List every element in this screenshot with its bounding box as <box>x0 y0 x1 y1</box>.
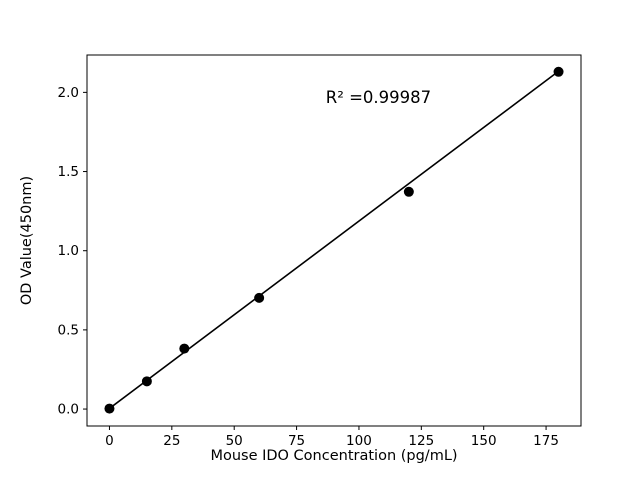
y-tick-label: 1.5 <box>58 164 79 180</box>
x-tick-label: 175 <box>533 433 559 449</box>
x-tick-label: 75 <box>288 433 305 449</box>
x-tick-label: 0 <box>105 433 114 449</box>
x-axis-label: Mouse IDO Concentration (pg/mL) <box>210 448 457 464</box>
y-tick-label: 2.0 <box>58 85 79 101</box>
y-tick-label: 1.0 <box>58 243 79 259</box>
r-squared-annotation: R² =0.99987 <box>326 88 431 107</box>
data-point <box>403 186 414 197</box>
x-tick-label: 25 <box>163 433 180 449</box>
data-point <box>553 66 564 77</box>
x-tick-label: 150 <box>471 433 497 449</box>
data-point <box>141 376 152 387</box>
x-tick-label: 50 <box>226 433 243 449</box>
data-point <box>104 403 115 414</box>
y-tick-label: 0.5 <box>58 322 79 338</box>
data-point <box>179 343 190 354</box>
y-axis-label: OD Value(450nm) <box>19 176 35 305</box>
data-point <box>254 292 265 303</box>
y-tick-label: 0.0 <box>58 402 79 418</box>
x-tick-label: 100 <box>346 433 372 449</box>
x-tick-label: 125 <box>408 433 434 449</box>
